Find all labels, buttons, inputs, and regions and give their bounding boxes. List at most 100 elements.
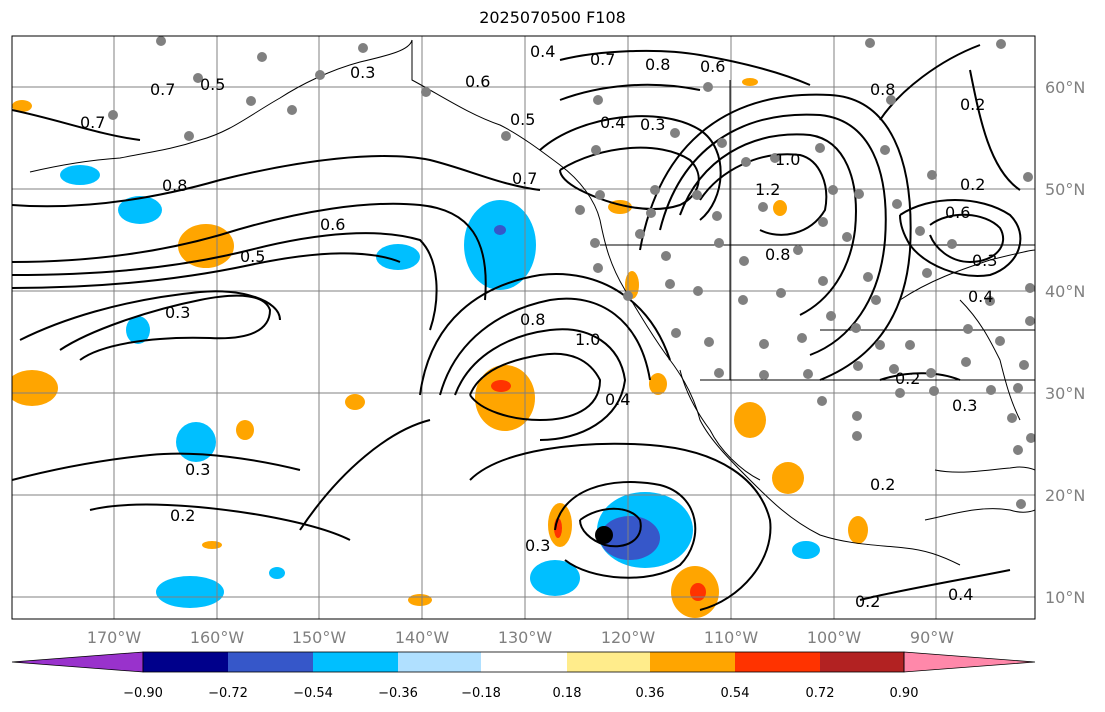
contour-label: 0.8: [870, 80, 895, 99]
station-dot: [886, 95, 896, 105]
station-dot: [854, 189, 864, 199]
positive-anomaly-area: [649, 373, 667, 395]
contour-label: 0.6: [945, 203, 970, 222]
station-dot: [738, 295, 748, 305]
colorbar-bin: [143, 652, 228, 672]
station-dot: [1007, 413, 1017, 423]
colorbar-tick-label: 0.90: [890, 686, 919, 701]
contour-label: 1.0: [575, 330, 600, 349]
station-dot: [863, 272, 873, 282]
station-dot: [828, 185, 838, 195]
station-dot: [591, 145, 601, 155]
contour-label: 0.5: [200, 75, 225, 94]
station-dot: [776, 288, 786, 298]
longitude-label: 130°W: [498, 628, 553, 647]
contour-label: 0.5: [510, 110, 535, 129]
positive-anomaly-area: [734, 402, 766, 438]
station-dot: [758, 202, 768, 212]
latitude-label: 20°N: [1045, 486, 1085, 505]
contour-label: 0.5: [240, 247, 265, 266]
contour-label: 0.7: [512, 169, 537, 188]
negative-anomaly-core: [600, 516, 660, 560]
low-pressure-center-marker: [595, 526, 613, 544]
positive-anomaly-area: [236, 420, 254, 440]
station-dot: [892, 199, 902, 209]
station-dot: [880, 145, 890, 155]
contour-label: 0.7: [590, 50, 615, 69]
contour-label: 0.8: [162, 176, 187, 195]
station-dot: [670, 128, 680, 138]
contour-label: 1.2: [755, 180, 780, 199]
contour-lines: [12, 44, 1022, 611]
station-dot: [818, 217, 828, 227]
contour-label: 0.3: [185, 460, 210, 479]
station-dot: [246, 96, 256, 106]
colorbar-bin: [650, 652, 735, 672]
contour-label: 0.8: [765, 245, 790, 264]
station-dot: [287, 105, 297, 115]
longitude-label: 150°W: [292, 628, 347, 647]
positive-anomaly-area: [475, 365, 535, 431]
colorbar-bin: [567, 652, 650, 672]
longitude-label: 140°W: [395, 628, 450, 647]
station-dot: [770, 153, 780, 163]
station-dot: [818, 276, 828, 286]
positive-anomaly-core: [491, 380, 511, 392]
positive-anomaly-area: [848, 516, 868, 544]
positive-anomaly-area: [202, 541, 222, 549]
colorbar-tick-label: −0.72: [208, 686, 248, 701]
longitude-label: 100°W: [807, 628, 862, 647]
negative-anomaly-area: [792, 541, 820, 559]
station-dot: [1023, 172, 1033, 182]
station-dot: [703, 82, 713, 92]
station-dots: [108, 36, 1035, 509]
station-dot: [852, 431, 862, 441]
latitude-label: 30°N: [1045, 384, 1085, 403]
contour-label: 0.3: [972, 251, 997, 270]
map-frame: [11, 35, 1036, 620]
contour-label: 1.0: [775, 150, 800, 169]
station-dot: [759, 339, 769, 349]
station-dot: [826, 311, 836, 321]
positive-anomaly-area: [408, 594, 432, 606]
negative-anomaly-area: [269, 567, 285, 579]
longitude-axis: 170°W 160°W 150°W 140°W 130°W 120°W 110°…: [87, 628, 954, 647]
station-dot: [184, 131, 194, 141]
station-dot: [595, 190, 605, 200]
station-dot: [803, 369, 813, 379]
station-dot: [741, 157, 751, 167]
station-dot: [1013, 383, 1023, 393]
station-dot: [865, 38, 875, 48]
station-dot: [797, 333, 807, 343]
negative-anomaly-area: [464, 200, 536, 290]
longitude-label: 160°W: [190, 628, 245, 647]
station-dot: [692, 190, 702, 200]
colorbar-tick-label: −0.18: [461, 686, 501, 701]
station-dot: [421, 87, 431, 97]
station-dot: [623, 291, 633, 301]
station-dot: [853, 361, 863, 371]
contour-label: 0.8: [645, 55, 670, 74]
station-dot: [922, 268, 932, 278]
colorbar-outline: [142, 651, 905, 673]
station-dot: [963, 324, 973, 334]
station-dot: [358, 43, 368, 53]
colorbar-bin: [228, 652, 313, 672]
station-dot: [1026, 433, 1035, 443]
station-dot: [315, 70, 325, 80]
negative-anomaly-area: [126, 316, 150, 344]
colorbar-tick-label: 0.36: [636, 686, 665, 701]
negative-anomaly-area: [156, 576, 224, 608]
negative-anomaly-area: [376, 244, 420, 270]
negative-anomaly-area: [60, 165, 100, 185]
colorbar-bin: [11, 651, 144, 673]
station-dot: [108, 110, 118, 120]
station-dot: [1025, 283, 1035, 293]
station-dot: [793, 245, 803, 255]
colorbar-bin: [820, 652, 904, 672]
longitude-label: 90°W: [910, 628, 954, 647]
station-dot: [851, 323, 861, 333]
contour-label: 0.3: [952, 396, 977, 415]
longitude-label: 110°W: [704, 628, 759, 647]
contour-label: 0.2: [170, 506, 195, 525]
